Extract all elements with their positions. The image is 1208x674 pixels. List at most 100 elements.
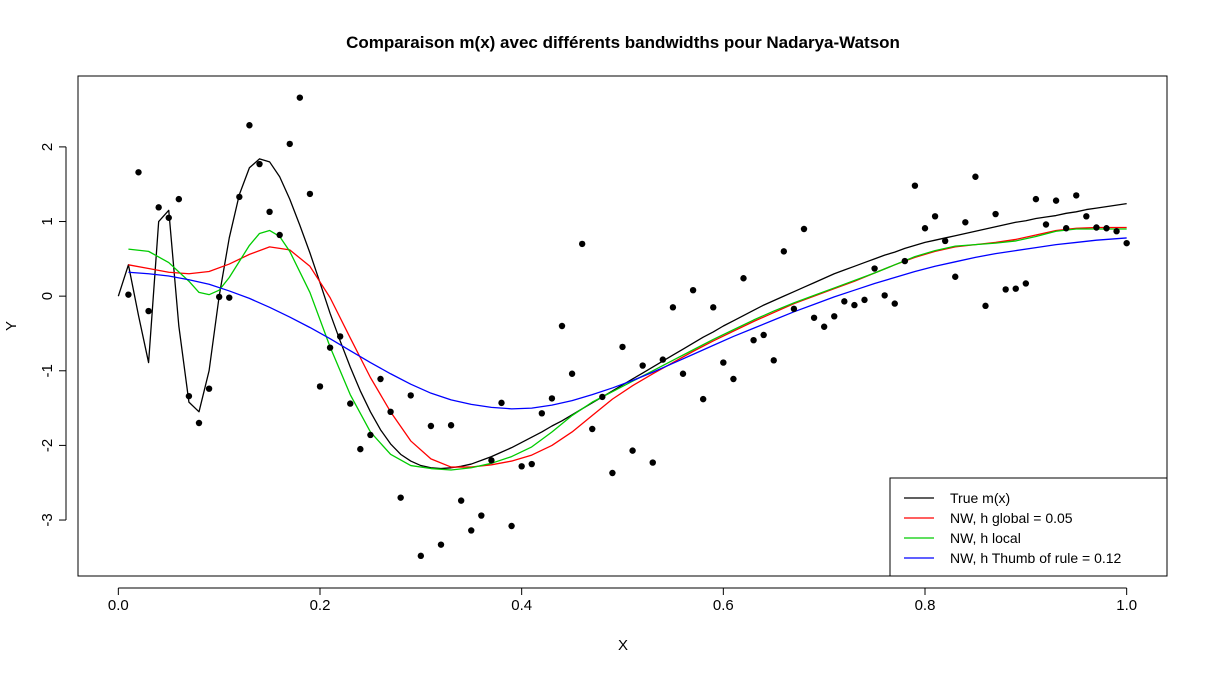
data-point [488, 457, 495, 464]
data-point [891, 300, 898, 307]
data-point [135, 169, 142, 176]
data-point [266, 208, 273, 216]
data-point [185, 392, 193, 400]
data-point [1083, 213, 1090, 220]
data-point [629, 447, 636, 454]
data-point [740, 275, 747, 282]
data-point [155, 204, 162, 211]
data-point [447, 422, 455, 429]
data-point [367, 431, 374, 439]
legend-label: NW, h Thumb of rule = 0.12 [950, 550, 1122, 566]
legend-label: NW, h local [950, 530, 1021, 546]
data-point [1002, 286, 1009, 293]
data-point [316, 383, 324, 390]
series-line-0 [117, 158, 1127, 470]
series-line-1 [128, 226, 1127, 468]
data-point [699, 395, 707, 403]
data-point [357, 445, 364, 453]
data-point [336, 333, 344, 340]
data-point [1073, 192, 1080, 199]
data-point [195, 419, 203, 427]
data-point [1093, 224, 1100, 231]
legend-label: True m(x) [950, 490, 1010, 506]
data-point [911, 182, 919, 189]
data-point [689, 286, 697, 294]
data-point [256, 160, 263, 168]
data-point [941, 237, 949, 245]
y-tick-label: -3 [39, 513, 56, 526]
y-axis: -3 -2 -1 0 1 2 [39, 143, 67, 527]
data-point [649, 459, 656, 466]
x-tick-label: 0.2 [310, 597, 331, 614]
x-axis: 0.0 0.2 0.4 0.6 0.8 1.0 [108, 587, 1137, 614]
data-point [881, 292, 888, 299]
data-point [780, 248, 788, 255]
data-point [861, 296, 868, 304]
data-point [1103, 225, 1110, 232]
legend-label: NW, h global = 0.05 [950, 510, 1073, 526]
series-line-3 [128, 237, 1127, 410]
data-point [175, 195, 183, 203]
data-point [599, 393, 606, 401]
data-point [921, 225, 929, 232]
data-point [427, 422, 435, 430]
data-point [165, 214, 172, 221]
data-point [952, 273, 959, 280]
x-axis-label: X [618, 637, 628, 654]
y-tick-label: -1 [39, 364, 56, 377]
chart-title: Comparaison m(x) avec différents bandwid… [346, 33, 900, 52]
data-point [246, 122, 253, 129]
data-point [1123, 239, 1130, 247]
data-point [639, 362, 646, 369]
data-point [226, 294, 233, 301]
data-point [286, 140, 293, 148]
data-point [125, 291, 132, 298]
y-tick-label: -2 [39, 439, 56, 452]
data-point [1062, 225, 1070, 232]
data-point [669, 304, 677, 311]
data-point [568, 370, 576, 377]
data-point [1032, 195, 1040, 203]
data-point [1022, 280, 1030, 287]
data-point [397, 494, 404, 501]
data-point [145, 307, 152, 315]
data-point [972, 173, 979, 180]
legend: True m(x) NW, h global = 0.05 NW, h local N… [889, 477, 1168, 577]
y-axis-label: Y [3, 321, 20, 331]
data-point [710, 304, 717, 311]
plot-area [117, 94, 1130, 560]
series-line-2 [128, 228, 1127, 471]
plot-frame [77, 75, 1168, 577]
data-point [609, 469, 616, 477]
data-point [468, 527, 475, 534]
data-point [679, 370, 687, 377]
data-point [387, 408, 394, 416]
x-tick-label: 0.4 [511, 597, 532, 614]
data-point [548, 395, 556, 402]
data-point [1012, 285, 1019, 292]
data-point [528, 460, 535, 468]
data-point [619, 343, 626, 351]
legend-box [889, 477, 1168, 577]
y-tick-label: 0 [39, 292, 56, 300]
data-point [306, 190, 314, 198]
data-point [931, 213, 939, 220]
data-point [810, 314, 818, 321]
data-point [871, 265, 878, 272]
data-point [478, 512, 485, 519]
data-point [437, 541, 445, 548]
data-point [589, 425, 596, 433]
data-point [407, 392, 414, 399]
data-point [417, 552, 425, 560]
y-tick-label: 2 [39, 143, 56, 151]
data-point [841, 298, 848, 305]
data-point [578, 240, 586, 248]
data-point [851, 301, 858, 309]
data-point [215, 293, 223, 301]
data-point [508, 522, 515, 530]
data-point [205, 385, 213, 392]
data-point [820, 323, 828, 330]
data-point [962, 219, 969, 226]
data-point [750, 336, 757, 344]
